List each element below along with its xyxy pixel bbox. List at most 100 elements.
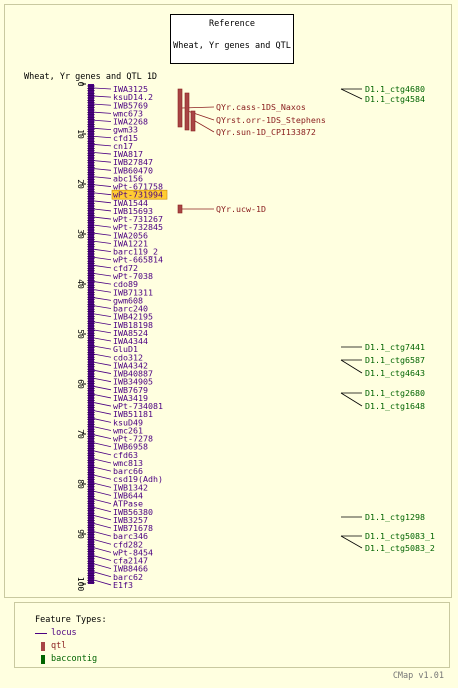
locus-label[interactable]: wmc813 (113, 458, 143, 468)
map-title[interactable]: Wheat, Yr genes and QTL 1D (24, 72, 158, 82)
locus-label[interactable]: IWA4342 (113, 360, 148, 370)
locus-label[interactable]: IWB60470 (113, 165, 153, 175)
locus-label[interactable]: IWB7679 (113, 385, 148, 395)
locus-label[interactable]: barc62 (113, 572, 143, 582)
contig-label[interactable]: D1.1_ctg4584 (365, 94, 425, 104)
chromosome-bar[interactable] (88, 84, 94, 584)
reference-box[interactable]: Reference Wheat, Yr genes and QTL (170, 14, 294, 64)
locus-label[interactable]: IWB3257 (113, 515, 148, 525)
locus-connector (93, 474, 112, 480)
locus-label[interactable]: wPt-671758 (113, 182, 163, 192)
locus-label[interactable]: IWA8524 (113, 328, 148, 338)
contig-label[interactable]: D1.1_ctg1298 (365, 512, 425, 522)
locus-connector (93, 369, 112, 374)
locus-label[interactable]: wmc261 (113, 425, 143, 435)
locus-label[interactable]: IWB18198 (113, 320, 153, 330)
locus-label[interactable]: IWB8466 (113, 564, 148, 574)
locus-label[interactable]: IWB71311 (113, 287, 153, 297)
contig-label[interactable]: D1.1_ctg5083_2 (365, 543, 435, 553)
locus-label[interactable]: IWB71678 (113, 523, 153, 533)
contig-label[interactable]: D1.1_ctg6587 (365, 355, 425, 365)
locus-label[interactable]: gwm608 (113, 295, 143, 305)
qtl-bar[interactable] (177, 204, 183, 214)
locus-label[interactable]: wPt-731267 (113, 214, 163, 224)
locus-label[interactable]: wPt-8454 (113, 547, 153, 557)
locus-label[interactable]: wmc673 (113, 108, 143, 118)
locus-label[interactable]: IWB40887 (113, 369, 153, 379)
locus-connector (93, 103, 112, 106)
locus-label[interactable]: IWA3419 (113, 393, 148, 403)
locus-label[interactable]: wPt-734081 (113, 401, 163, 411)
locus-label[interactable]: IWB56380 (113, 507, 153, 517)
contig-label[interactable]: D1.1_ctg2680 (365, 388, 425, 398)
locus-label[interactable]: ksuD14.2 (113, 92, 153, 102)
locus-connector (93, 313, 112, 318)
locus-label[interactable]: barc119_2 (113, 247, 158, 257)
locus-label[interactable]: wPt-732845 (113, 222, 163, 232)
contig-label[interactable]: D1.1_ctg7441 (365, 342, 425, 352)
locus-connector (93, 256, 112, 261)
contig-label[interactable]: D1.1_ctg1648 (365, 401, 425, 411)
locus-label[interactable]: wPt-7038 (113, 271, 153, 281)
locus-label[interactable]: cdo312 (113, 352, 143, 362)
reference-map-set[interactable]: Wheat, Yr genes and QTL (173, 41, 291, 51)
qtl-label[interactable]: QYrst.orr-1DS_Stephens (216, 115, 326, 125)
locus-label[interactable]: IWA4344 (113, 336, 148, 346)
locus-label[interactable]: IWA2268 (113, 117, 148, 127)
locus-label[interactable]: IWB1342 (113, 482, 148, 492)
contig-label[interactable]: D1.1_ctg5083_1 (365, 531, 435, 541)
locus-label[interactable]: gwm33 (113, 125, 138, 135)
locus-label[interactable]: IWB51181 (113, 409, 153, 419)
locus-label[interactable]: cfd282 (113, 539, 143, 549)
locus-label[interactable]: IWB42195 (113, 312, 153, 322)
locus-label[interactable]: IWB34905 (113, 377, 153, 387)
qtl-label[interactable]: QYr.ucw-1D (216, 204, 266, 214)
locus-label[interactable]: csd19(Adh) (113, 474, 163, 484)
locus-label[interactable]: IWB27847 (113, 157, 153, 167)
locus-label[interactable]: cfd63 (113, 450, 138, 460)
locus-label[interactable]: barc66 (113, 466, 143, 476)
locus-connector (93, 442, 112, 448)
locus-label[interactable]: cfd15 (113, 133, 138, 143)
locus-label[interactable]: cn17 (113, 141, 133, 151)
locus-connector (93, 458, 112, 464)
locus-label[interactable]: IWB5769 (113, 100, 148, 110)
contig-label[interactable]: D1.1_ctg4680 (365, 84, 425, 94)
locus-connector (93, 571, 112, 578)
locus-label[interactable]: IWB6958 (113, 442, 148, 452)
contig-label[interactable]: D1.1_ctg4643 (365, 368, 425, 378)
locus-line-icon (35, 632, 47, 634)
qtl-bar[interactable] (177, 88, 183, 128)
locus-label[interactable]: IWB644 (113, 491, 143, 501)
qtl-bar[interactable] (190, 110, 196, 132)
locus-label[interactable]: IWA1544 (113, 198, 148, 208)
locus-label[interactable]: abc156 (113, 173, 143, 183)
locus-label[interactable]: IWA3125 (113, 84, 148, 94)
locus-label[interactable]: IWA817 (113, 149, 143, 159)
locus-connector (93, 168, 112, 171)
locus-label[interactable]: ksuD49 (113, 417, 143, 427)
contig-connector (340, 392, 363, 407)
qtl-bar[interactable] (184, 92, 190, 131)
locus-label[interactable]: barc346 (113, 531, 148, 541)
legend-row-qtl: qtl (35, 641, 66, 651)
locus-label[interactable]: IWB15693 (113, 206, 153, 216)
locus-label[interactable]: cfd72 (113, 263, 138, 273)
qtl-label[interactable]: QYr.sun-1D_CPI133872 (216, 127, 316, 137)
locus-label[interactable]: wPt-665814 (113, 255, 163, 265)
locus-connector (93, 450, 112, 456)
locus-label[interactable]: barc240 (113, 304, 148, 314)
locus-label[interactable]: GluD1 (113, 344, 138, 354)
locus-label[interactable]: wPt-731994 (113, 190, 163, 200)
locus-label[interactable]: IWA2056 (113, 230, 148, 240)
qtl-label[interactable]: QYr.cass-1DS_Naxos (216, 102, 306, 112)
locus-connector (93, 337, 112, 342)
locus-label[interactable]: IWA1221 (113, 238, 148, 248)
legend-panel: Feature Types: locus qtl baccontig (14, 602, 450, 668)
locus-label[interactable]: cfa2147 (113, 556, 148, 566)
locus-label[interactable]: wPt-7278 (113, 434, 153, 444)
locus-label[interactable]: E1f3 (113, 580, 133, 590)
legend-row-locus: locus (35, 628, 77, 638)
locus-label[interactable]: cdo89 (113, 279, 138, 289)
locus-label[interactable]: ATPase (113, 499, 143, 509)
